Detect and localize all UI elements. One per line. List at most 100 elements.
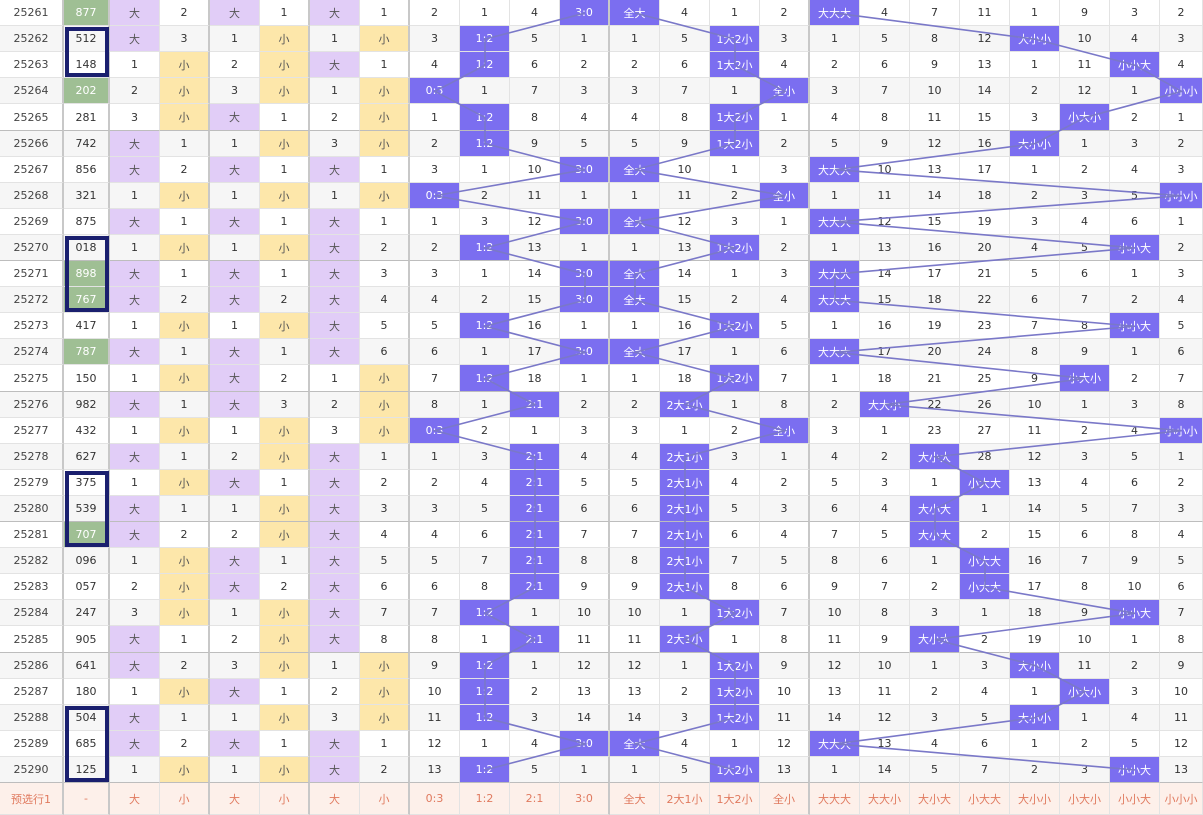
issue-number-cell: 25285 [0, 626, 64, 653]
trend-cell: 大 [210, 209, 260, 235]
trend-cell: 大 [110, 131, 160, 157]
trend-cell: 22 [960, 287, 1010, 313]
draw-number-cell: 982 [64, 392, 110, 418]
trend-cell: 1 [160, 392, 210, 418]
trend-cell: 1 [460, 339, 510, 365]
trend-cell: 21 [910, 365, 960, 392]
preselect-option[interactable]: 全小 [760, 783, 810, 815]
preselect-option[interactable]: 小小小 [1160, 783, 1203, 815]
trend-cell: 小大大 [960, 548, 1010, 574]
trend-cell: 1大2小 [710, 313, 760, 339]
preselect-option[interactable]: 小大小 [1060, 783, 1110, 815]
draw-number-cell: 202 [64, 78, 110, 104]
trend-cell: 1 [910, 653, 960, 679]
trend-cell: 1 [160, 496, 210, 522]
trend-cell: 1:2 [460, 705, 510, 731]
trend-cell: 9 [1060, 0, 1110, 26]
preselect-option[interactable]: - [64, 783, 110, 815]
trend-cell: 大 [110, 705, 160, 731]
preselect-option[interactable]: 0:3 [410, 783, 460, 815]
preselect-option[interactable]: 1:2 [460, 783, 510, 815]
trend-cell: 1 [560, 313, 610, 339]
preselect-option[interactable]: 大大小 [860, 783, 910, 815]
trend-cell: 3:0 [560, 287, 610, 313]
preselect-option[interactable]: 全大 [610, 783, 660, 815]
preselect-option[interactable]: 大 [310, 783, 360, 815]
trend-cell: 2 [910, 679, 960, 705]
trend-cell: 2 [110, 574, 160, 600]
trend-cell: 大 [110, 209, 160, 235]
trend-cell: 17 [660, 339, 710, 365]
trend-cell: 4 [1010, 235, 1060, 261]
trend-cell: 2 [260, 365, 310, 392]
trend-cell: 18 [960, 183, 1010, 209]
trend-cell: 2 [760, 235, 810, 261]
trend-cell: 6 [1010, 287, 1060, 313]
trend-cell: 大小小 [1010, 131, 1060, 157]
trend-cell: 3:0 [560, 731, 610, 757]
trend-cell: 1 [560, 183, 610, 209]
trend-cell: 3 [810, 418, 860, 444]
issue-number-cell: 25289 [0, 731, 64, 757]
trend-cell: 3 [1010, 104, 1060, 131]
trend-cell: 小 [360, 131, 410, 157]
trend-cell: 大 [310, 522, 360, 548]
trend-cell: 1 [260, 339, 310, 365]
trend-cell: 3 [1060, 183, 1110, 209]
preselect-option[interactable]: 2:1 [510, 783, 560, 815]
trend-cell: 0:3 [410, 183, 460, 209]
trend-cell: 13 [610, 679, 660, 705]
preselect-option[interactable]: 大小大 [910, 783, 960, 815]
trend-cell: 3 [410, 261, 460, 287]
trend-cell: 11 [610, 626, 660, 653]
preselect-option[interactable]: 小 [360, 783, 410, 815]
trend-cell: 13 [810, 679, 860, 705]
trend-cell: 4 [860, 0, 910, 26]
draw-number-cell: 375 [64, 470, 110, 496]
trend-cell: 2大1小 [660, 444, 710, 470]
preselect-option[interactable]: 小 [260, 783, 310, 815]
trend-cell: 3 [110, 104, 160, 131]
trend-cell: 2 [610, 52, 660, 78]
trend-cell: 8 [460, 574, 510, 600]
trend-cell: 6 [1060, 261, 1110, 287]
trend-cell: 小大小 [1060, 365, 1110, 392]
trend-cell: 25 [960, 365, 1010, 392]
preselect-option[interactable]: 小小大 [1110, 783, 1160, 815]
issue-number-cell: 25261 [0, 0, 64, 26]
preselect-option[interactable]: 3:0 [560, 783, 610, 815]
trend-cell: 1 [210, 418, 260, 444]
preselect-option[interactable]: 2大1小 [660, 783, 710, 815]
trend-cell: 1 [360, 52, 410, 78]
trend-cell: 1 [260, 157, 310, 183]
trend-cell: 9 [860, 131, 910, 157]
trend-cell: 3 [760, 157, 810, 183]
trend-cell: 10 [810, 600, 860, 626]
preselect-option[interactable]: 大 [210, 783, 260, 815]
preselect-option[interactable]: 小大大 [960, 783, 1010, 815]
preselect-option[interactable]: 小 [160, 783, 210, 815]
preselect-option[interactable]: 1大2小 [710, 783, 760, 815]
trend-cell: 3 [560, 78, 610, 104]
trend-cell: 14 [910, 183, 960, 209]
trend-cell: 14 [960, 78, 1010, 104]
trend-cell: 5 [860, 522, 910, 548]
preselect-option[interactable]: 大大大 [810, 783, 860, 815]
trend-cell: 1 [560, 365, 610, 392]
trend-cell: 2 [460, 183, 510, 209]
trend-cell: 大 [110, 496, 160, 522]
trend-cell: 15 [910, 209, 960, 235]
trend-cell: 大小小 [1010, 653, 1060, 679]
trend-cell: 大 [210, 365, 260, 392]
preselect-option[interactable]: 大 [110, 783, 160, 815]
trend-cell: 8 [1160, 626, 1203, 653]
trend-cell: 大 [210, 287, 260, 313]
preselect-option[interactable]: 大小小 [1010, 783, 1060, 815]
trend-cell: 1大2小 [710, 235, 760, 261]
trend-cell: 4 [910, 731, 960, 757]
trend-cell: 1 [460, 731, 510, 757]
trend-cell: 8 [710, 574, 760, 600]
trend-cell: 大 [310, 757, 360, 783]
trend-cell: 5 [1060, 496, 1110, 522]
trend-cell: 全大 [610, 287, 660, 313]
